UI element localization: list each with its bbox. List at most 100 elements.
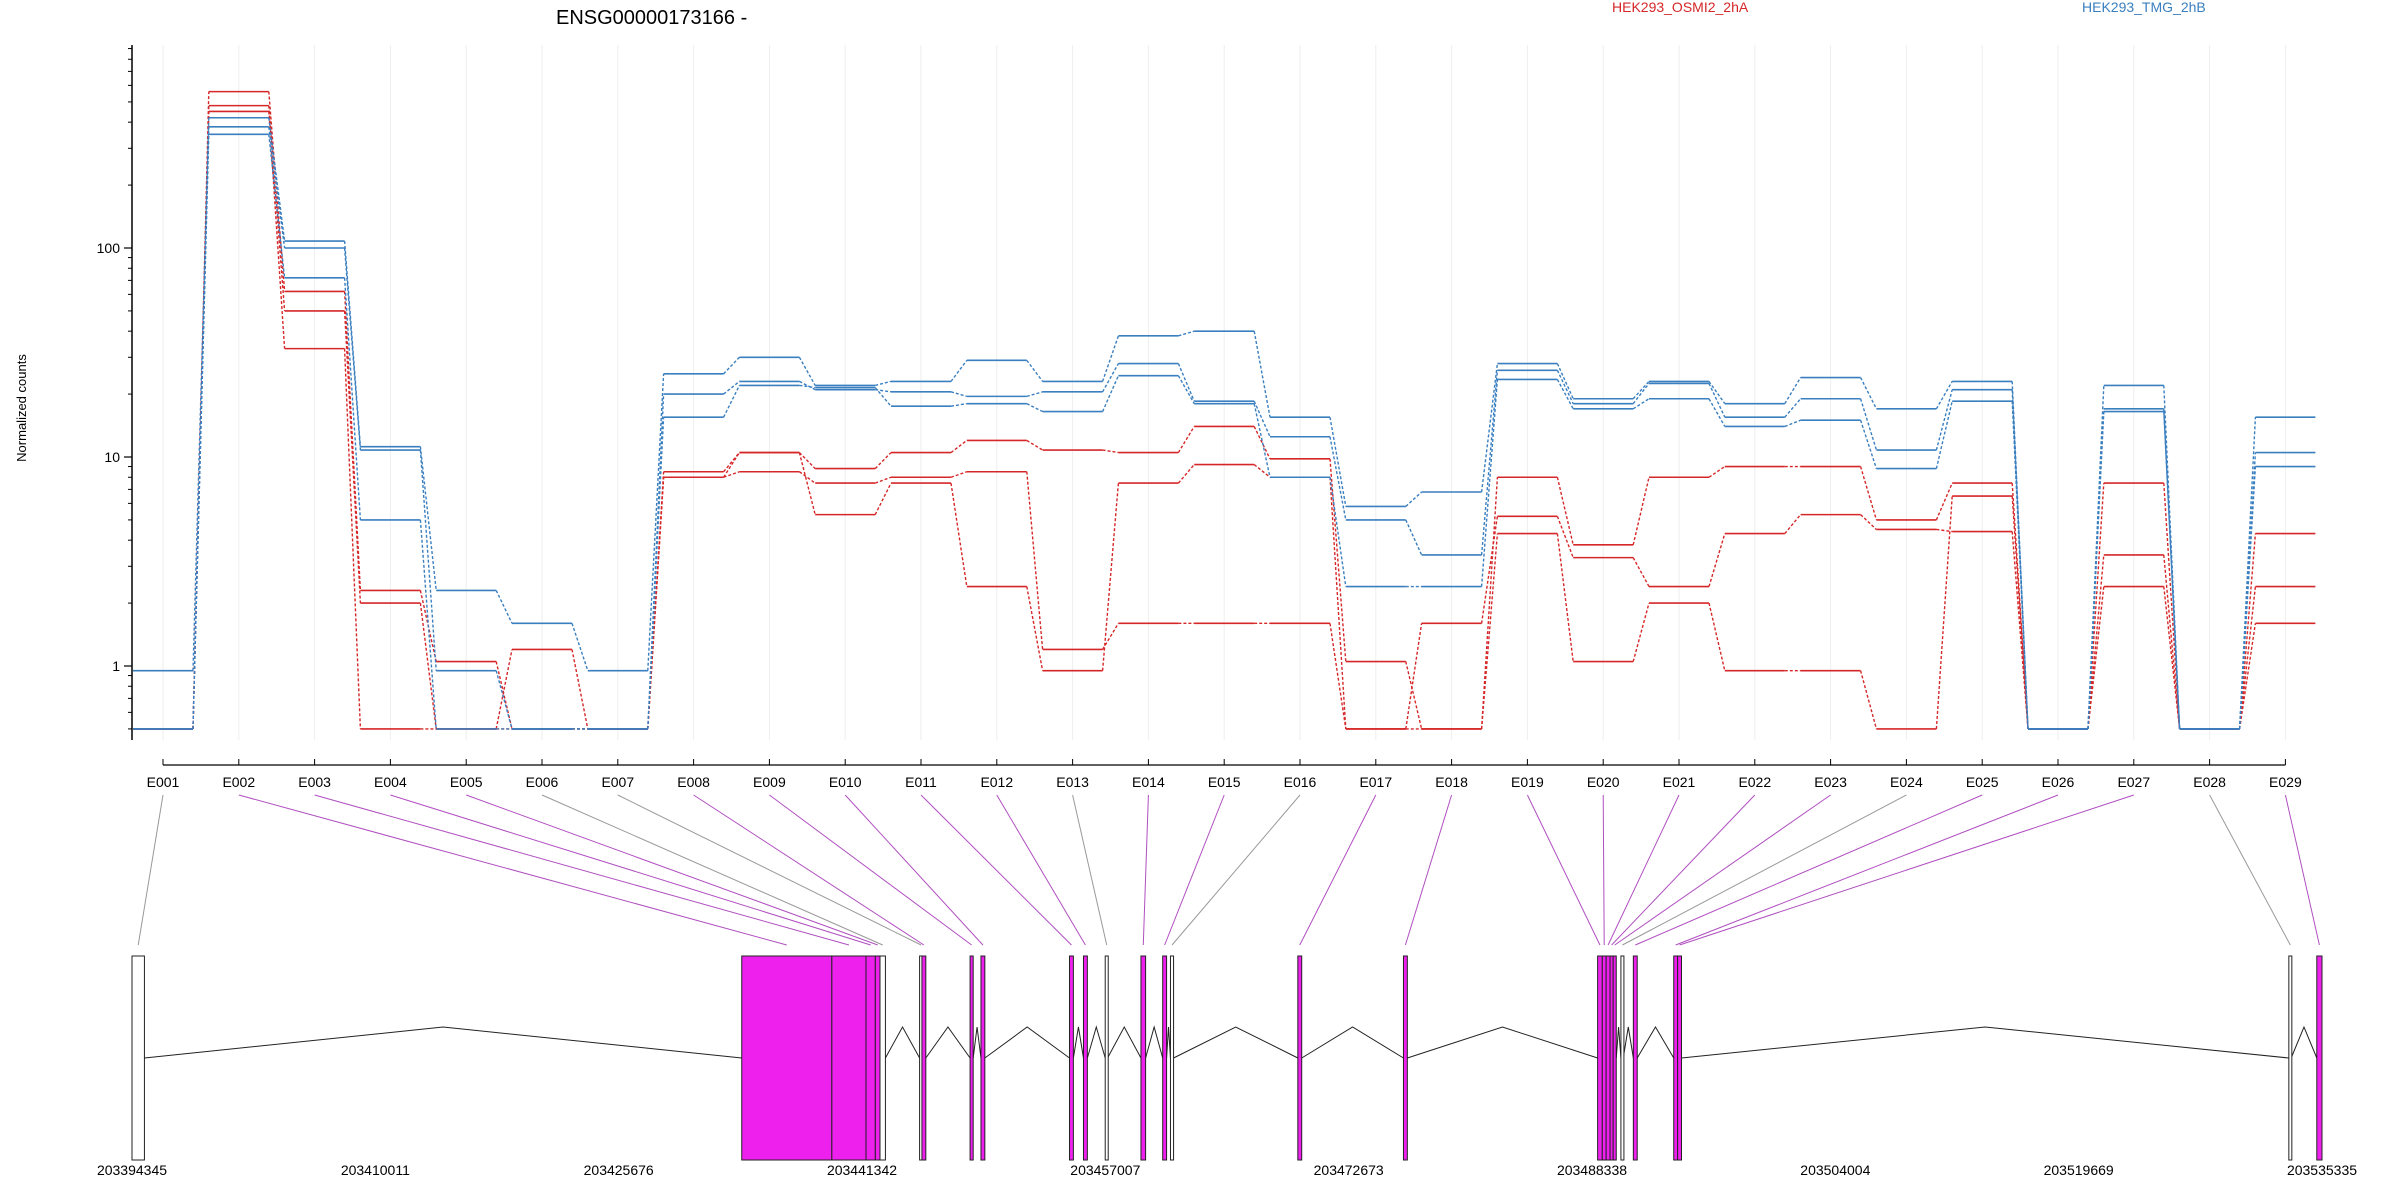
series-connector [647,417,665,729]
exon-block [741,955,833,1161]
intron-line [1166,1026,1171,1059]
series-connector [798,452,816,515]
series-connector [950,471,968,478]
coordinate-label: 203488338 [1557,1162,1627,1178]
intron-line [1636,1026,1675,1059]
exon-link-line [1526,794,1601,946]
series-connector [2087,411,2105,729]
series-connector [1935,496,1953,729]
series-connector [723,471,740,478]
coordinate-label: 203425676 [584,1162,654,1178]
exon-block [831,955,867,1161]
x-tick-label: E008 [677,774,710,790]
x-tick-label: E029 [2269,774,2302,790]
exon-block [1673,955,1679,1161]
series-connector [268,126,286,249]
series-connector [1480,363,1499,493]
exon-block [1620,955,1625,1161]
y-tick-label: 1 [112,658,120,674]
series-connector [2087,554,2105,729]
series-connector [1253,426,1271,460]
series-connector [1329,417,1347,507]
series-connector [1556,363,1574,400]
series-connector [1101,335,1120,382]
exon-link-line [844,794,984,946]
exon-link-line [1164,794,1225,946]
exon-block [1605,955,1611,1161]
series-connector [1405,519,1423,556]
series-connector [419,449,437,671]
exon-link-line [1072,794,1108,946]
series-connector [1708,602,1726,671]
series-connector [2163,586,2181,729]
series-connector [875,388,892,393]
x-tick-label: E024 [1890,774,1923,790]
exon-link-line [2209,794,2291,946]
series-connector [1026,391,1043,398]
series-connector [1708,465,1726,478]
intron-line [1622,1026,1634,1059]
exon-link-line [1171,794,1301,946]
series-connector [874,476,892,484]
x-tick-label: E028 [2193,774,2226,790]
exon-block [1169,955,1175,1161]
series-connector [950,439,968,454]
series-connector [268,105,286,311]
series-connector [1405,491,1423,507]
series-connector [798,356,816,386]
x-tick-label: E004 [374,774,407,790]
series-connector [1405,661,1423,730]
y-tick-label: 100 [97,240,121,256]
series-connector [1177,363,1195,402]
series-connector [1556,369,1574,404]
series-connector [1480,477,1499,729]
series-connector [723,356,740,375]
series-connector [2011,381,2029,729]
exon-block [969,955,974,1161]
series-connector [2011,496,2029,729]
plot-area: 1 10 100 E001 E002 E003 E004 E005 E006 E007 E008 E0… [97,45,2316,790]
series-connector [950,359,968,382]
intron-line [1407,1026,1598,1059]
series-connector [1253,400,1271,438]
series-connector [1556,533,1574,662]
series-connector [192,117,210,671]
x-tick-label: E017 [1359,774,1392,790]
x-tick-label: E022 [1738,774,1771,790]
series-connector [1405,623,1423,730]
series-connector [1708,533,1726,587]
intron-line [144,1026,742,1059]
coordinate-label: 203410011 [341,1162,410,1178]
exon-link-line [1299,794,1377,946]
x-tick-label: E012 [980,774,1013,790]
exon-link-line [466,794,878,946]
series-connector [1632,477,1650,545]
legend-tmg: HEK293_TMG_2hB [2082,0,2206,15]
series-6 [133,133,2316,730]
intron-line [1107,1025,1142,1059]
exon-link-line [769,794,972,946]
exon-link-line [996,794,1086,946]
series-connector [874,452,892,470]
series-connector [1784,514,1802,535]
series-connector [950,391,967,398]
exon-link-line [920,794,1072,946]
series-connector [571,623,589,671]
series-connector [495,670,513,730]
x-tick-label: E014 [1132,774,1165,790]
exon-link-line [617,794,922,946]
x-tick-label: E005 [450,774,483,790]
series-connector [1253,331,1271,418]
series-connector [1556,516,1574,558]
series-connector [1708,398,1726,427]
series-connector [1329,623,1347,730]
exon-link-line [1675,794,2059,946]
series-connector [1253,464,1271,478]
series-connector [1026,403,1043,413]
x-tick-label: E023 [1814,774,1847,790]
series-connector [1101,363,1120,393]
series-connector [799,384,816,389]
exon-link-line [1679,794,2134,946]
series-connector [875,380,892,387]
